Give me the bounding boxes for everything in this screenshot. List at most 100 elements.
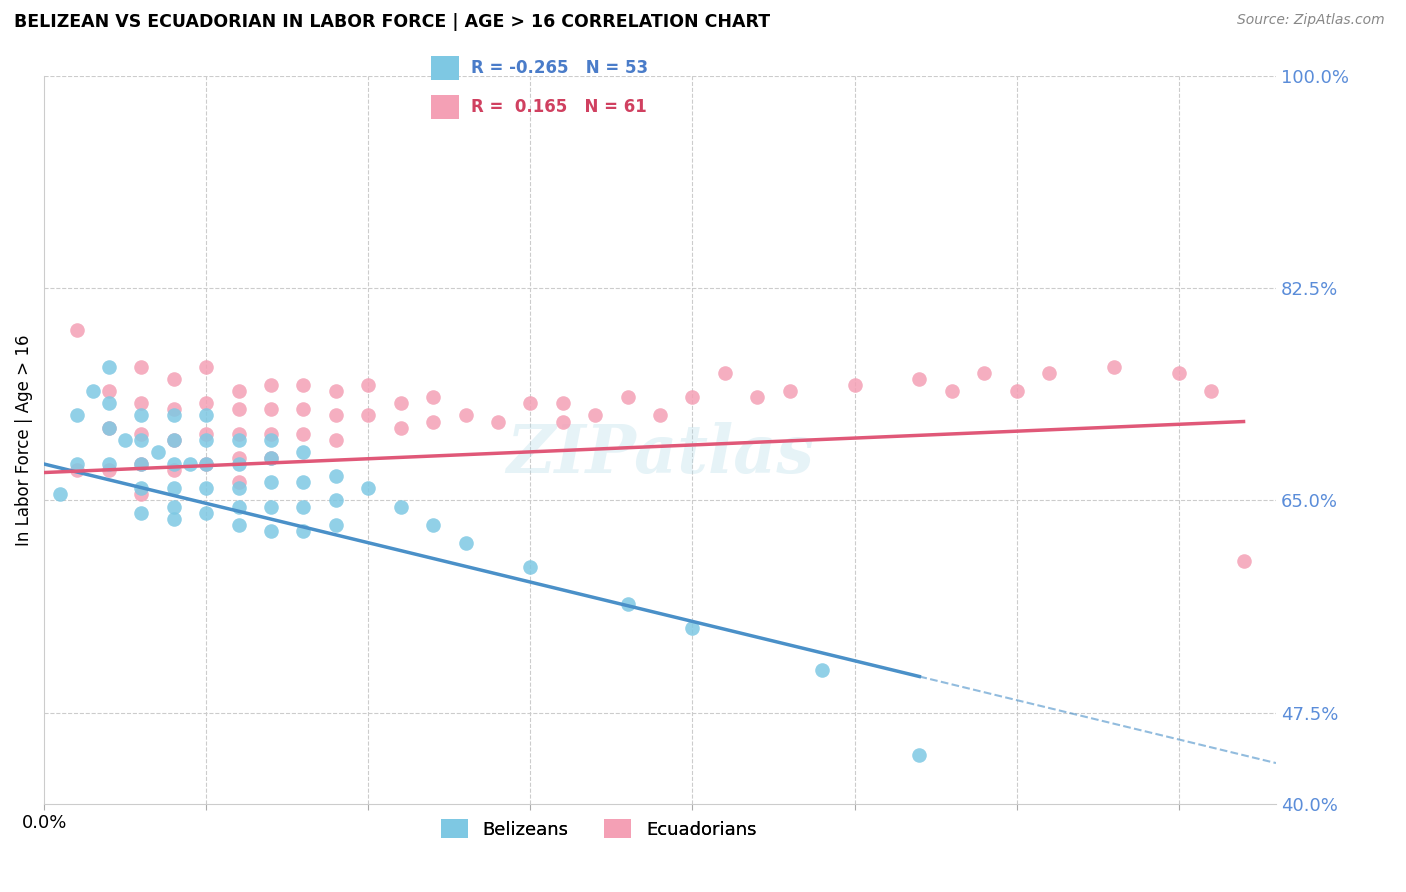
Point <box>163 457 186 471</box>
Point <box>941 384 963 399</box>
Point <box>1199 384 1222 399</box>
Point <box>228 481 250 495</box>
Point <box>357 378 380 392</box>
Point <box>97 384 120 399</box>
Point <box>195 433 218 447</box>
Point <box>811 664 834 678</box>
Point <box>681 621 703 635</box>
Point <box>65 457 87 471</box>
Point <box>131 359 153 374</box>
Point <box>260 450 283 465</box>
Point <box>97 420 120 434</box>
Point <box>97 457 120 471</box>
Point <box>195 426 218 441</box>
Text: BELIZEAN VS ECUADORIAN IN LABOR FORCE | AGE > 16 CORRELATION CHART: BELIZEAN VS ECUADORIAN IN LABOR FORCE | … <box>14 13 770 31</box>
Point <box>131 433 153 447</box>
Point <box>908 748 931 763</box>
Point <box>908 372 931 386</box>
Point <box>292 402 315 417</box>
Point <box>163 463 186 477</box>
Point <box>422 415 444 429</box>
Point <box>583 409 606 423</box>
Point <box>49 487 72 501</box>
Point <box>616 390 638 404</box>
Point <box>292 378 315 392</box>
Point <box>292 445 315 459</box>
Point <box>1102 359 1125 374</box>
Point <box>163 511 186 525</box>
Point <box>195 409 218 423</box>
Point <box>551 396 574 410</box>
Point <box>292 475 315 490</box>
Point <box>65 323 87 337</box>
Point <box>163 409 186 423</box>
Point <box>389 420 412 434</box>
Point <box>325 409 347 423</box>
Point <box>195 396 218 410</box>
Text: R =  0.165   N = 61: R = 0.165 N = 61 <box>471 98 647 116</box>
Text: ZIPatlas: ZIPatlas <box>506 422 814 487</box>
Point <box>1232 554 1254 568</box>
Point <box>97 420 120 434</box>
Text: R = -0.265   N = 53: R = -0.265 N = 53 <box>471 60 648 78</box>
Point <box>747 390 769 404</box>
Point <box>325 433 347 447</box>
Point <box>97 463 120 477</box>
Point <box>260 524 283 538</box>
Point <box>163 372 186 386</box>
Point <box>131 409 153 423</box>
Point <box>325 493 347 508</box>
Point <box>228 500 250 514</box>
Point <box>292 426 315 441</box>
Point <box>1167 366 1189 380</box>
Point <box>163 402 186 417</box>
Bar <box>432 95 458 120</box>
Bar <box>432 56 458 80</box>
Point <box>714 366 737 380</box>
Point <box>454 536 477 550</box>
Point <box>389 500 412 514</box>
Point <box>260 433 283 447</box>
Point <box>228 475 250 490</box>
Point <box>681 390 703 404</box>
Point <box>422 390 444 404</box>
Point <box>616 597 638 611</box>
Point <box>486 415 509 429</box>
Point <box>163 500 186 514</box>
Point <box>292 500 315 514</box>
Point <box>97 359 120 374</box>
Point <box>195 457 218 471</box>
Point <box>131 426 153 441</box>
Point <box>195 359 218 374</box>
Point <box>163 481 186 495</box>
Point <box>292 524 315 538</box>
Point <box>325 517 347 532</box>
Point <box>779 384 801 399</box>
Point <box>260 500 283 514</box>
Point <box>114 433 136 447</box>
Point <box>1005 384 1028 399</box>
Point <box>82 384 104 399</box>
Point <box>519 396 541 410</box>
Point <box>131 457 153 471</box>
Point <box>228 450 250 465</box>
Point <box>357 409 380 423</box>
Point <box>65 409 87 423</box>
Point <box>844 378 866 392</box>
Point <box>260 450 283 465</box>
Point <box>97 396 120 410</box>
Point <box>648 409 671 423</box>
Point <box>228 433 250 447</box>
Point <box>389 396 412 410</box>
Point <box>131 487 153 501</box>
Point <box>228 402 250 417</box>
Point <box>325 384 347 399</box>
Point <box>65 463 87 477</box>
Point <box>163 433 186 447</box>
Point <box>357 481 380 495</box>
Y-axis label: In Labor Force | Age > 16: In Labor Force | Age > 16 <box>15 334 32 546</box>
Point <box>195 457 218 471</box>
Point <box>228 457 250 471</box>
Point <box>422 517 444 532</box>
Point <box>146 445 169 459</box>
